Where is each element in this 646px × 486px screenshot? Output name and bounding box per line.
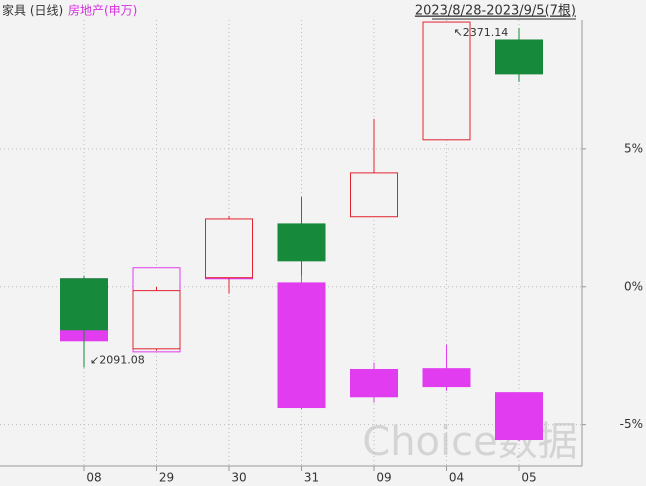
candle-body (422, 368, 471, 388)
watermark: Choice数据 (362, 419, 577, 465)
annotation: ↙2091.08 (90, 354, 145, 367)
y-tick-label: 0% (624, 279, 643, 293)
candle-body (495, 39, 543, 75)
x-tick-label: 29 (159, 471, 174, 485)
candle-body (205, 218, 253, 279)
x-tick-label: 30 (231, 471, 246, 485)
series-name: 房地产(申万) (68, 3, 137, 18)
range-label: 2023/8/28-2023/9/5(7根) (415, 4, 576, 19)
candle-body (350, 368, 398, 398)
candle-body (132, 290, 181, 350)
annotation: ↖2371.14 (454, 26, 509, 39)
x-tick-label: 05 (521, 471, 536, 485)
x-tick-label: 08 (86, 471, 101, 485)
y-tick-label: -5% (620, 417, 643, 431)
candle-body (277, 223, 326, 262)
candle-body (60, 278, 108, 331)
candle-body (422, 21, 471, 141)
y-tick-label: 5% (624, 141, 643, 155)
candle-body (495, 392, 543, 441)
x-tick-label: 04 (449, 471, 464, 485)
series-name: 家具 (日线) (2, 3, 63, 18)
x-tick-label: 31 (304, 471, 319, 485)
candle-body (350, 172, 398, 218)
x-tick-label: 09 (376, 471, 391, 485)
candle-body (277, 282, 326, 409)
